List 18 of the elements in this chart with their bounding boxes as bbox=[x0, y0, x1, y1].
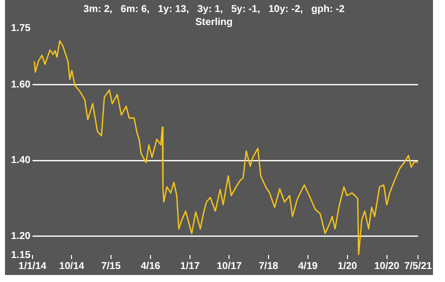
x-tick-label: 1/17 bbox=[180, 260, 200, 272]
chart-subtitle: Sterling bbox=[195, 16, 233, 28]
x-tick-label: 1/1/14 bbox=[18, 260, 47, 272]
x-tick-label: 7/15 bbox=[101, 260, 122, 272]
y-tick-label: 1.75 bbox=[10, 22, 31, 34]
x-tick-label: 10/17 bbox=[216, 260, 242, 272]
x-tick-label: 4/19 bbox=[298, 260, 318, 272]
x-tick-label: 1/20 bbox=[338, 260, 358, 272]
y-tick-label: 1.40 bbox=[10, 155, 31, 166]
x-tick-label: 7/5/21 bbox=[404, 260, 432, 272]
x-tick-label: 4/16 bbox=[140, 260, 161, 272]
x-tick-label: 7/18 bbox=[258, 260, 279, 272]
y-tick-label: 1.20 bbox=[10, 230, 31, 242]
y-tick-label: 1.60 bbox=[10, 80, 31, 90]
y-tick-label: 1.15 bbox=[10, 250, 31, 261]
x-tick-label: 10/14 bbox=[59, 260, 85, 272]
chart-title: 3m: 2, 6m: 6, 1y: 13, 3y: 1, 5y: -1, 10y: -2, gph: -2 bbox=[83, 4, 346, 15]
x-tick-label: 10/20 bbox=[374, 260, 400, 272]
